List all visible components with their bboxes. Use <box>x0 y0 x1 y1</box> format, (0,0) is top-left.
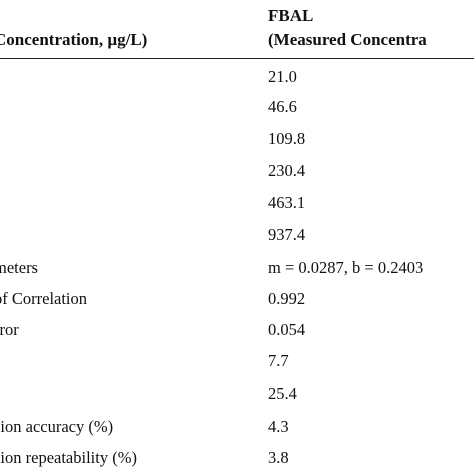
row-value: 25.4 <box>268 384 297 403</box>
header-divider <box>0 58 474 59</box>
header-concentration: Concentration, µg/L) <box>0 30 148 49</box>
row-value: m = 0.0287, b = 0.2403 <box>268 258 424 277</box>
header-measured-concentration: (Measured Concentra <box>268 30 427 49</box>
row-value: 0.992 <box>268 289 306 308</box>
row-value: 4.3 <box>268 417 289 436</box>
row-value: 21.0 <box>268 67 297 86</box>
row-value: 109.8 <box>268 129 306 148</box>
row-value: 230.4 <box>268 161 306 180</box>
row-value: 0.054 <box>268 320 306 339</box>
row-label: sion repeatability (%) <box>0 448 137 467</box>
header-fbal: FBAL <box>268 6 314 25</box>
row-value: 937.4 <box>268 225 306 244</box>
row-label: meters <box>0 258 38 277</box>
row-label: sion accuracy (%) <box>0 417 114 436</box>
row-value: 7.7 <box>268 351 289 370</box>
row-label: rror <box>0 320 19 339</box>
row-value: 3.8 <box>268 448 289 467</box>
row-value: 463.1 <box>268 193 306 212</box>
row-value: 46.6 <box>268 97 297 116</box>
row-label: of Correlation <box>0 289 88 308</box>
